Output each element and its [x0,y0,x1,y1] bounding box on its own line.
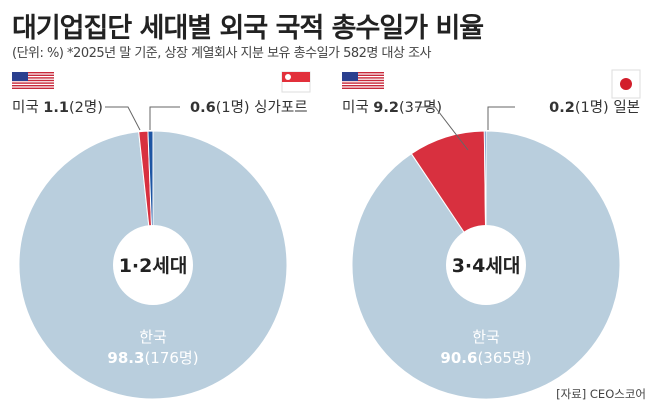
usa-flag-icon [342,72,384,89]
leader-line-usa [415,106,469,151]
center-hole [446,225,526,305]
slice-label-other: 0.2(1명) 일본 [549,99,640,116]
flag-stripe [342,74,384,76]
flag-stripe [12,82,54,84]
flag-stripe [12,74,54,76]
flag-stripe [12,79,54,82]
flag-stripe [342,87,384,89]
source-note: [자료] CEO스코어 [556,387,646,401]
slice-label-other: 0.6(1명) 싱가포르 [190,99,308,116]
flag-stripe [342,85,384,87]
flag-stripe [12,72,54,74]
flag-stripe [342,72,384,74]
slice-label-usa: 미국 1.1(2명) [12,99,103,116]
flag-crescent [285,74,291,80]
leader-line-other [149,106,180,130]
flag-sun [620,78,632,90]
flag-stripe [342,82,384,84]
flag-stripe [12,87,54,89]
center-label: 3·4세대 [452,255,521,277]
flag-canton [342,72,358,81]
slice-label-korea: 한국 [139,328,167,346]
flag-red-band [282,72,310,82]
flag-stripe [342,79,384,82]
center-label: 1·2세대 [119,255,188,277]
japan-flag-icon [611,69,641,99]
page-title: 대기업집단 세대별 외국 국적 총수일가 비율 [12,13,484,44]
slice-label-usa: 미국 9.2(37명) [342,99,442,116]
leader-line-other [487,106,515,130]
slice-value-korea: 98.3(176명) [107,349,198,367]
center-hole [113,225,193,305]
singapore-flag-icon [281,71,311,93]
flag-stripe [12,85,54,87]
leader-line-usa [105,106,141,131]
slice-label-korea: 한국 [472,328,500,346]
subtitle: (단위: %) *2025년 말 기준, 상장 계열회사 지분 보유 총수일가 … [12,46,432,61]
flag-stripe [12,77,54,79]
flag-stripe [342,77,384,79]
slice-value-korea: 90.6(365명) [440,349,531,367]
flag-canton [12,72,28,81]
usa-flag-icon [12,72,54,89]
